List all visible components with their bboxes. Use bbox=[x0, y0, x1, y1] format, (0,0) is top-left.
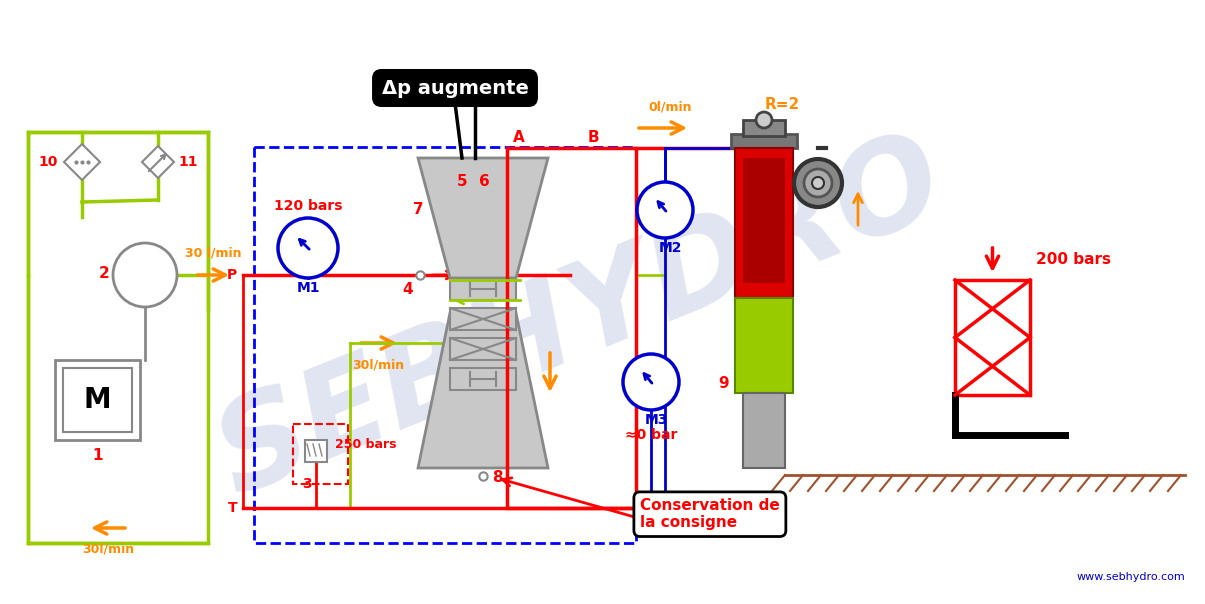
Text: 30l/min: 30l/min bbox=[352, 358, 404, 371]
Polygon shape bbox=[64, 144, 100, 180]
Bar bbox=[956, 280, 1030, 395]
Text: www.sebhydro.com: www.sebhydro.com bbox=[1076, 572, 1185, 582]
Text: 250 bars: 250 bars bbox=[335, 437, 396, 451]
Text: 30 l/min: 30 l/min bbox=[184, 246, 241, 259]
Text: M1: M1 bbox=[296, 281, 319, 295]
Polygon shape bbox=[418, 313, 548, 468]
Bar bbox=[743, 120, 784, 136]
Polygon shape bbox=[142, 146, 174, 178]
Circle shape bbox=[637, 182, 693, 238]
Bar bbox=[63, 368, 133, 432]
Bar bbox=[731, 134, 797, 148]
Text: M2: M2 bbox=[658, 241, 682, 255]
Bar bbox=[55, 360, 140, 440]
Text: A: A bbox=[513, 130, 525, 145]
Bar bbox=[293, 424, 348, 484]
Bar bbox=[507, 148, 636, 508]
Text: M: M bbox=[83, 386, 111, 414]
Bar bbox=[449, 308, 516, 330]
Text: P: P bbox=[227, 268, 237, 282]
Text: 200 bars: 200 bars bbox=[1036, 252, 1111, 268]
Text: R=2: R=2 bbox=[764, 97, 800, 112]
Circle shape bbox=[812, 177, 824, 189]
Text: T: T bbox=[228, 501, 237, 515]
Bar bbox=[449, 278, 516, 300]
Text: 8: 8 bbox=[492, 471, 502, 486]
Circle shape bbox=[623, 354, 678, 410]
Text: 30l/min: 30l/min bbox=[82, 543, 134, 556]
Bar bbox=[735, 148, 793, 298]
Text: B: B bbox=[587, 130, 599, 145]
Text: 7: 7 bbox=[412, 202, 423, 217]
Text: ≈0 bar: ≈0 bar bbox=[625, 428, 677, 442]
Circle shape bbox=[794, 159, 842, 207]
Text: SEBHYDRO: SEBHYDRO bbox=[200, 120, 960, 521]
Bar bbox=[743, 158, 784, 283]
Circle shape bbox=[804, 169, 831, 197]
Text: 1: 1 bbox=[93, 448, 102, 463]
Circle shape bbox=[113, 243, 177, 307]
Text: 120 bars: 120 bars bbox=[274, 199, 342, 213]
Circle shape bbox=[278, 218, 337, 278]
Text: M3: M3 bbox=[645, 413, 668, 427]
Text: 3: 3 bbox=[302, 477, 312, 491]
Text: 6: 6 bbox=[478, 175, 489, 190]
Bar bbox=[743, 393, 784, 468]
Bar bbox=[449, 368, 516, 390]
Text: 0l/min: 0l/min bbox=[648, 100, 692, 113]
Bar bbox=[28, 132, 208, 543]
Bar bbox=[305, 440, 327, 462]
Text: 9: 9 bbox=[718, 376, 729, 391]
Circle shape bbox=[756, 112, 772, 128]
Text: 4: 4 bbox=[402, 283, 413, 298]
Text: Δp augmente: Δp augmente bbox=[382, 79, 529, 97]
Text: 11: 11 bbox=[178, 155, 198, 169]
Text: 2: 2 bbox=[99, 266, 108, 280]
Bar bbox=[254, 147, 636, 543]
Text: 10: 10 bbox=[39, 155, 58, 169]
Bar bbox=[449, 338, 516, 360]
Text: 5: 5 bbox=[457, 175, 468, 190]
Text: Conservation de
la consigne: Conservation de la consigne bbox=[640, 498, 780, 530]
Polygon shape bbox=[418, 158, 548, 278]
Bar bbox=[735, 298, 793, 393]
